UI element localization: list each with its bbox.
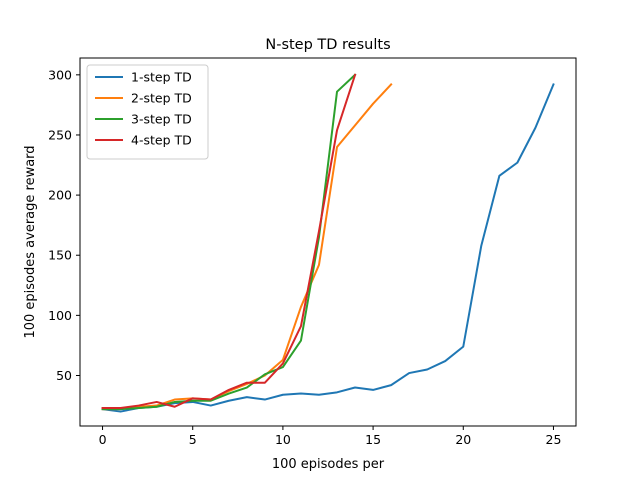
y-axis-ticks: 50 100 150 200 250 300 [48,67,80,383]
y-tick-label: 150 [48,248,72,263]
y-tick-label: 200 [48,188,72,203]
x-tick-label: 5 [189,432,197,447]
plot-lines [101,73,555,413]
series-line-3 [101,73,357,411]
y-tick-label: 100 [48,308,72,323]
legend-label-2: 2-step TD [131,91,192,106]
legend-box [86,64,209,160]
series-line-4 [101,73,357,409]
legend-label-1: 1-step TD [131,70,192,85]
x-tick-label: 25 [546,432,562,447]
x-tick-label: 10 [275,432,291,447]
y-axis-label: 100 episodes average reward [23,145,38,338]
x-tick-label: 0 [99,432,107,447]
x-tick-label: 20 [455,432,471,447]
x-axis-label: 100 episodes per [272,457,385,472]
legend-label-4: 4-step TD [131,133,192,148]
legend: 1-step TD 2-step TD 3-step TD 4-step TD [86,64,209,160]
x-tick-label: 15 [365,432,381,447]
plot-frame [79,57,577,427]
series-line-2 [101,83,393,411]
y-tick-label: 50 [56,368,72,383]
legend-label-3: 3-step TD [131,112,192,127]
series-line-1 [101,83,555,413]
x-axis-ticks: 0 5 10 15 20 25 [99,426,562,447]
y-tick-label: 250 [48,127,72,142]
y-tick-label: 300 [48,67,72,82]
chart-title: N-step TD results [265,37,390,53]
